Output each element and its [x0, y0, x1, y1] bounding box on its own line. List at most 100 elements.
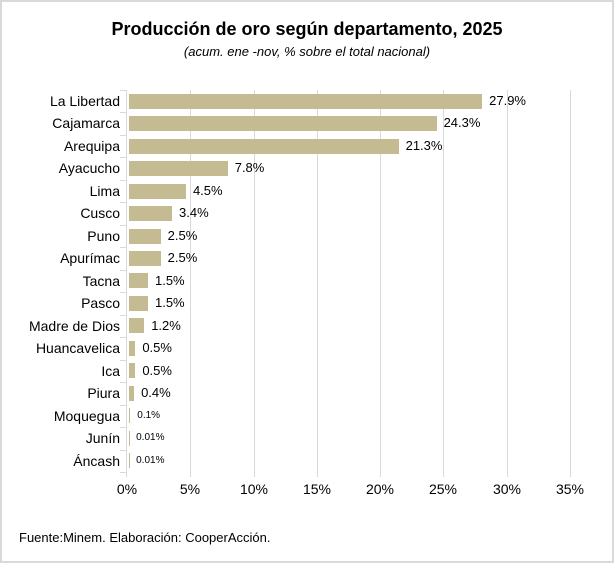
gridline: [443, 90, 444, 472]
category-label: Apurímac: [60, 250, 120, 267]
plot-area: 27.9% La Libertad 24.3% Cajamarca 21.3% Arequ…: [29, 90, 584, 497]
value-axis-tick: [380, 472, 381, 477]
gridline: [570, 90, 571, 472]
category-axis-tick: [120, 427, 126, 428]
bar-row: 3.4%: [127, 202, 570, 224]
category-axis-tick: [120, 180, 126, 181]
bar: [129, 363, 136, 379]
category-label: Cajamarca: [52, 115, 120, 132]
value-label: 27.9%: [489, 93, 526, 108]
category-axis-tick: [120, 247, 126, 248]
bar: [129, 161, 228, 177]
category-label: Madre de Dios: [28, 317, 120, 334]
value-label: 24.3%: [443, 115, 481, 131]
bar-row: 1.5%: [127, 292, 570, 314]
bar: [129, 385, 135, 401]
x-tick-label: 35%: [555, 481, 585, 497]
category-axis-tick: [120, 225, 126, 226]
value-label: 2.5%: [167, 227, 198, 243]
bar-row: 4.5%: [127, 180, 570, 202]
category-label: Pasco: [81, 295, 120, 312]
bar-row: 0.4%: [127, 382, 570, 404]
bar-row: 0.5%: [127, 337, 570, 359]
bar: [129, 318, 145, 334]
category-axis-tick: [120, 90, 126, 91]
value-label: 0.5%: [142, 340, 172, 356]
bar-row: 1.2%: [127, 315, 570, 337]
value-label: 2.5%: [167, 250, 198, 266]
value-label: 1.5%: [154, 295, 185, 311]
value-axis-tick: [317, 472, 318, 477]
source-note: Fuente:Minem. Elaboración: CooperAcción.: [19, 530, 271, 545]
bar: [129, 408, 131, 424]
value-label: 7.8%: [234, 160, 265, 176]
category-label: Arequipa: [63, 137, 120, 154]
value-label: 0.01%: [136, 454, 165, 466]
category-axis-tick: [120, 315, 126, 316]
gridline: [507, 90, 508, 472]
category-label: Cusco: [80, 205, 120, 222]
value-axis-tick: [126, 472, 127, 477]
bar-row: 0.5%: [127, 360, 570, 382]
gridline: [317, 90, 318, 472]
bar: [129, 183, 186, 199]
bar-row: 21.3%: [127, 135, 570, 157]
bar: [129, 251, 161, 267]
category-label: Áncash: [73, 452, 120, 469]
x-tick-label: 5%: [179, 481, 201, 497]
category-axis-tick: [120, 360, 126, 361]
bar: [129, 228, 161, 244]
bar-row: 7.8%: [127, 157, 570, 179]
value-label: 0.1%: [137, 409, 161, 421]
bar-row: 0.01%: [127, 450, 570, 472]
category-label: Huancavelica: [35, 340, 120, 357]
bar: [129, 93, 483, 109]
bar-row: 0.01%: [127, 427, 570, 449]
value-label: 4.5%: [192, 182, 223, 198]
x-tick-label: 10%: [239, 481, 269, 497]
category-axis-tick: [120, 135, 126, 136]
category-axis-tick: [120, 157, 126, 158]
bar: [129, 206, 173, 222]
category-axis-tick: [120, 270, 126, 271]
value-label: 21.3%: [405, 137, 443, 153]
category-axis-tick: [120, 405, 126, 406]
x-tick-label: 30%: [492, 481, 522, 497]
x-tick-label: 0%: [116, 481, 138, 497]
bar: [129, 273, 148, 289]
bar-row: 2.5%: [127, 247, 570, 269]
category-label: Junín: [85, 430, 120, 447]
value-label: 3.4%: [179, 205, 209, 221]
category-axis-tick: [120, 450, 126, 451]
value-label: 1.5%: [154, 272, 185, 288]
category-label: Puno: [87, 227, 120, 244]
chart-title: Producción de oro según departamento, 20…: [111, 19, 503, 39]
gridline: [190, 90, 191, 472]
x-tick-label: 25%: [428, 481, 458, 497]
category-label: Moquegua: [53, 407, 120, 424]
category-label: Piura: [87, 385, 120, 402]
x-tick-label: 15%: [302, 481, 332, 497]
bar: [129, 116, 437, 132]
category-axis-tick: [120, 112, 126, 113]
category-label: Lima: [89, 182, 120, 199]
bar: [129, 340, 136, 356]
value-axis-tick: [443, 472, 444, 477]
value-label: 0.01%: [136, 432, 165, 444]
category-label: Ica: [101, 362, 120, 379]
bar: [129, 295, 148, 311]
value-label: 1.2%: [151, 317, 181, 333]
value-axis-tick: [570, 472, 571, 477]
bar-row: 2.5%: [127, 225, 570, 247]
chart-subtitle: (acum. ene -nov, % sobre el total nacion…: [183, 44, 431, 59]
category-axis-tick: [120, 337, 126, 338]
bar-row: 0.1%: [127, 405, 570, 427]
value-axis-tick: [190, 472, 191, 477]
x-tick-label: 20%: [365, 481, 395, 497]
value-axis-tick: [254, 472, 255, 477]
value-axis-tick: [507, 472, 508, 477]
category-axis-tick: [120, 202, 126, 203]
bar-row: 27.9%: [127, 90, 570, 112]
value-label: 0.4%: [141, 385, 171, 401]
